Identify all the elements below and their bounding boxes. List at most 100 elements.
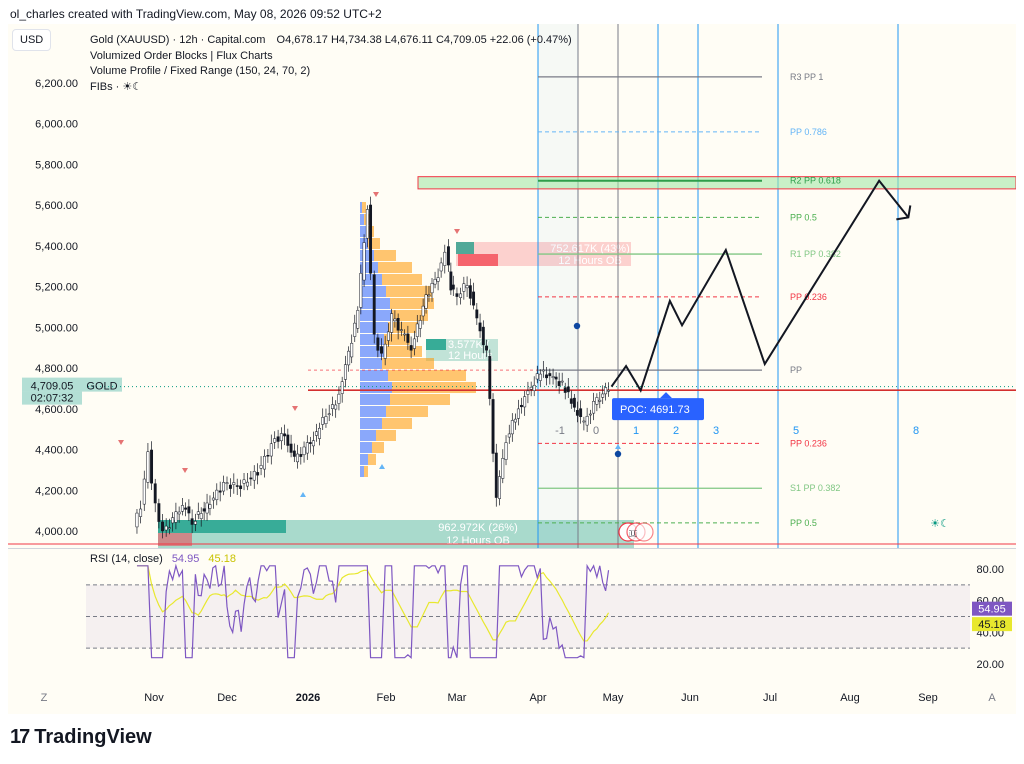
pivot-level-label: PP 0.786 (790, 127, 827, 137)
candle-body (305, 442, 309, 454)
bullish-marker-icon (379, 464, 385, 469)
candle-body (566, 386, 570, 393)
candle-body (465, 285, 469, 289)
price-tick-label: 4,600.00 (35, 404, 78, 416)
economic-event-icon (634, 522, 654, 542)
candle-body (146, 451, 150, 483)
candle-body (390, 313, 394, 333)
volume-profile-up-bar (360, 382, 392, 393)
poc-label-pointer-icon (660, 392, 672, 399)
price-tick-label: 5,800.00 (35, 159, 78, 171)
fib-time-zones: -1 0 1 2 3 5 8 (537, 24, 919, 548)
candle-body (365, 209, 369, 239)
fib-time-zone-label: 5 (793, 425, 799, 437)
currency-button[interactable]: USD (12, 29, 52, 51)
candle-body (153, 483, 157, 504)
time-tick-label: May (603, 692, 624, 704)
indicator-fibs[interactable]: FIBs · ☀☾ (90, 80, 143, 93)
candle-body (607, 390, 610, 392)
rsi-value: 54.95 (171, 553, 200, 565)
candle-body (494, 452, 498, 498)
candle-body (187, 506, 191, 514)
pivot-level-label: R3 PP 1 (790, 72, 823, 82)
candle-body (513, 418, 517, 423)
candle-body (557, 381, 561, 386)
candle-body (532, 384, 536, 391)
candle-body (369, 204, 373, 274)
candle-body (196, 511, 200, 515)
price-pane[interactable]: 6,200.00 6,000.00 5,800.00 5,600.00 5,400.00… (8, 24, 1016, 548)
candle-body (491, 399, 495, 454)
candle-body (507, 433, 511, 438)
fib-time-zone-label: 8 (913, 425, 919, 437)
candle-body (276, 436, 280, 442)
time-tick-label: Sep (918, 692, 938, 704)
volume-profile-down-bar (384, 334, 410, 345)
candle-body (180, 505, 184, 512)
candle-body (202, 508, 206, 512)
tradingview-logo-icon: 17 (10, 726, 30, 748)
volume-profile-down-bar (368, 238, 380, 249)
candle-body (259, 465, 263, 469)
legend-ohlc: O4,678.17 H4,734.38 L4,676.11 C4,709.05 … (276, 34, 572, 46)
candle-body (171, 517, 175, 524)
candle-body (269, 443, 273, 457)
legend-symbol-row[interactable]: Gold (XAUUSD) · 12h · Capital.com O4,678… (90, 33, 572, 49)
candle-body (526, 390, 530, 395)
candle-body (459, 293, 463, 298)
candle-body (321, 417, 325, 425)
candle-body (455, 293, 459, 297)
time-tick-label: Apr (529, 692, 546, 704)
volume-profile-down-bar (382, 358, 434, 369)
price-tick-label: 4,800.00 (35, 363, 78, 375)
volume-profile-up-bar (360, 430, 376, 441)
rsi-value-tag-label: 54.95 (978, 604, 1006, 616)
candle-body (538, 373, 542, 381)
price-chart[interactable]: 6,200.00 6,000.00 5,800.00 5,600.00 5,400.00… (8, 24, 1016, 548)
volume-profile-up-bar (360, 310, 392, 321)
candle-body (535, 373, 539, 380)
candle-body (386, 331, 390, 341)
candle-body (601, 393, 605, 398)
indicator-order-blocks[interactable]: Volumized Order Blocks | Flux Charts (90, 49, 273, 62)
candle-body (436, 277, 440, 282)
time-tick-label: Jun (681, 692, 699, 704)
time-axis[interactable]: Z Nov Dec 2026 Feb Mar Apr May Jun Jul Aug Sep A (8, 680, 1016, 714)
poc-label: POC: 4691.73 (620, 404, 690, 416)
rsi-title: RSI (14, close) (90, 553, 163, 565)
resistance-zone (417, 176, 1016, 190)
candle-body (337, 393, 341, 404)
price-tick-label: 6,000.00 (35, 119, 78, 131)
candle-body (208, 504, 212, 509)
pivot-levels: R3 PP 1 PP 0.786 R2 PP 0.618 PP 0.5 R1 PP 0.… (538, 72, 841, 528)
time-tick-label: Feb (377, 692, 396, 704)
volume-profile-up-bar (360, 202, 362, 213)
candle-body (485, 345, 489, 351)
order-block-bottom-label: 962.972K (26%) (438, 522, 518, 534)
candle-body (572, 397, 576, 408)
fib-time-zone-label: 2 (673, 425, 679, 437)
legend-symbol[interactable]: Gold (XAUUSD) · 12h · Capital.com (90, 34, 266, 46)
rsi-legend[interactable]: RSI (14, close) 54.95 45.18 (90, 553, 236, 565)
fib-time-zone-label: -1 (555, 425, 565, 437)
candle-body (406, 333, 410, 343)
candle-body (545, 374, 549, 379)
indicator-volume-profile[interactable]: Volume Profile / Fixed Range (150, 24, 7… (90, 65, 311, 77)
candle-body (468, 285, 472, 299)
candle-body (359, 273, 363, 308)
price-tick-label: 5,600.00 (35, 200, 78, 212)
time-axis-labels: Z Nov Dec 2026 Feb Mar Apr May Jun Jul Aug Sep A (41, 692, 997, 704)
candle-body (164, 525, 168, 531)
candle-body (242, 479, 246, 484)
candle-body (421, 305, 425, 317)
candle-body (481, 326, 485, 346)
candle-body (412, 338, 416, 349)
pivot-level-label: PP 0.236 (790, 438, 827, 448)
candle-body (510, 420, 514, 435)
volume-profile-up-bar (360, 442, 372, 453)
projection-arrow-icon (896, 205, 912, 221)
time-tick-label: Dec (217, 692, 237, 704)
